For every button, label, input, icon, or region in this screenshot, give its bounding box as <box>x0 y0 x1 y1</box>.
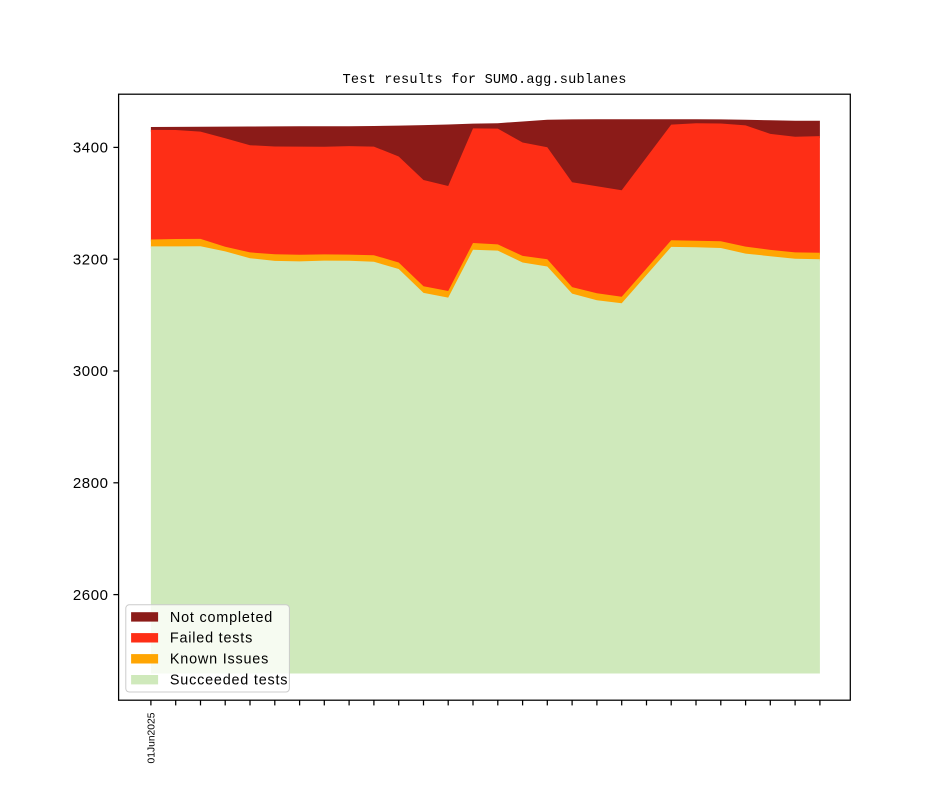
svg-text:Not completed: Not completed <box>170 610 273 626</box>
svg-text:3000: 3000 <box>73 363 109 380</box>
svg-text:Failed tests: Failed tests <box>170 631 253 647</box>
svg-text:2600: 2600 <box>73 587 109 604</box>
svg-text:Test results for SUMO.agg.subl: Test results for SUMO.agg.sublanes <box>343 73 627 88</box>
svg-text:3200: 3200 <box>73 251 109 268</box>
svg-text:2800: 2800 <box>73 475 109 492</box>
svg-text:3400: 3400 <box>73 140 109 157</box>
svg-text:01Jun2025: 01Jun2025 <box>147 712 158 763</box>
svg-text:Known Issues: Known Issues <box>170 652 269 668</box>
svg-text:Succeeded tests: Succeeded tests <box>170 673 288 689</box>
